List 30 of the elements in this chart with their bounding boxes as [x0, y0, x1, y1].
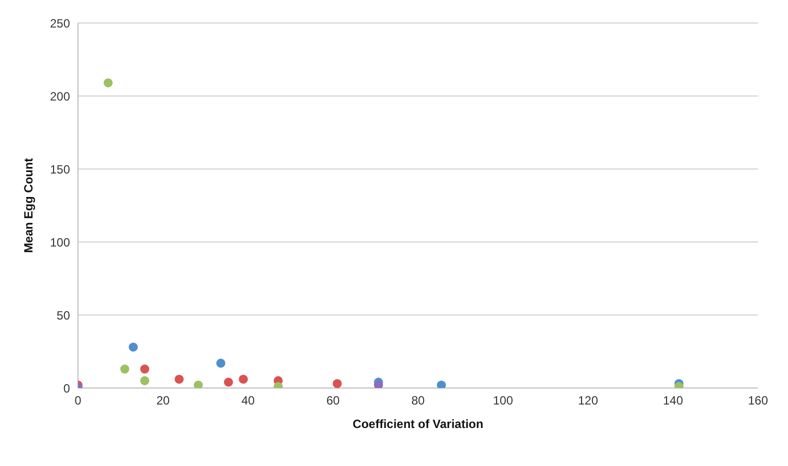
- y-tick-label: 200: [50, 89, 70, 104]
- point: [332, 379, 342, 388]
- point: [436, 380, 446, 388]
- point: [216, 358, 226, 368]
- y-tick-label: 100: [50, 235, 70, 250]
- point: [140, 364, 150, 374]
- point: [238, 374, 248, 384]
- x-tick-label: 20: [156, 394, 170, 408]
- x-tick-label: 0: [74, 394, 82, 408]
- point: [104, 78, 113, 88]
- y-tick-label: 250: [50, 16, 70, 30]
- point: [128, 342, 138, 352]
- x-tick-label: 100: [492, 394, 514, 408]
- y-tick-label: 50: [56, 308, 70, 322]
- x-tick-label: 120: [578, 394, 598, 408]
- x-tick-label: 40: [241, 394, 255, 408]
- y-tick-label: 150: [50, 162, 70, 176]
- x-tick-label: 140: [662, 394, 684, 408]
- x-tick-label: 60: [326, 394, 340, 408]
- x-tick-label: 160: [748, 394, 768, 408]
- x-tick-label: 80: [411, 394, 425, 408]
- x-axis-title: Coefficient of Variation: [352, 417, 484, 431]
- point: [224, 378, 233, 387]
- point: [374, 380, 383, 388]
- point: [194, 380, 203, 388]
- point: [140, 376, 150, 386]
- point: [120, 364, 130, 374]
- point: [174, 374, 184, 384]
- y-axis-title: Mean Egg Count: [21, 158, 36, 253]
- y-tick-label: 0: [63, 381, 70, 396]
